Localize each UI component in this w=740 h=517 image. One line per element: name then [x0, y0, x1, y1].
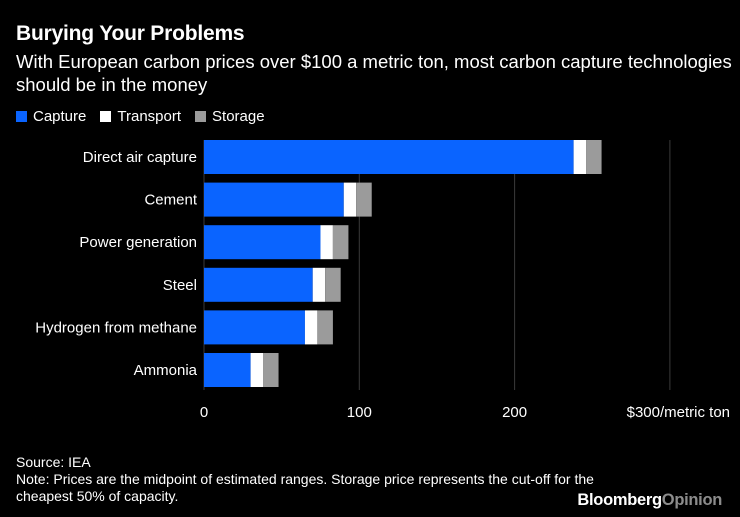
legend-label-capture: Capture: [33, 108, 87, 125]
legend-item-capture: Capture: [16, 108, 86, 125]
brand-bloomberg: Bloomberg: [577, 491, 662, 509]
category-label-direct-air-capture: Direct air capture: [83, 149, 197, 166]
brand-opinion: Opinion: [661, 491, 723, 509]
category-label-hydrogen-from-methane: Hydrogen from methane: [35, 319, 197, 336]
bar-power-generation-transport: [320, 225, 333, 260]
bar-steel-capture: [204, 267, 313, 302]
bar-steel-transport: [312, 267, 326, 302]
tick-label-200: 200: [502, 404, 527, 421]
category-label-ammonia: Ammonia: [134, 362, 198, 379]
legend-label-storage: Storage: [212, 108, 265, 125]
chart-subtitle: With European carbon prices over $100 a …: [16, 51, 732, 95]
tick-label-0: 0: [200, 404, 208, 421]
bar-direct-air-capture-capture: [204, 140, 574, 174]
bar-ammonia-storage: [263, 353, 279, 387]
legend-swatch-transport: [100, 111, 112, 122]
bar-steel-storage: [325, 267, 341, 302]
bloomberg-opinion-logo: BloombergOpinion: [577, 491, 722, 510]
bar-hydrogen-from-methane-storage: [317, 310, 333, 345]
tick-label-100: 100: [347, 404, 372, 421]
source-text: Source: IEA: [16, 454, 91, 470]
bar-cement-transport: [343, 182, 357, 217]
bar-direct-air-capture-storage: [586, 140, 602, 174]
bar-cement-capture: [204, 182, 344, 217]
chart-bars: [204, 140, 602, 387]
bar-cement-storage: [356, 182, 372, 217]
category-label-steel: Steel: [163, 277, 197, 294]
chart-category-labels: Direct air capture Cement Power generation…: [35, 149, 198, 379]
bar-power-generation-storage: [332, 225, 349, 260]
bar-hydrogen-from-methane-capture: [204, 310, 305, 345]
legend-swatch-storage: [195, 111, 207, 122]
bar-power-generation-capture: [204, 225, 321, 260]
bar-direct-air-capture-transport: [573, 140, 587, 174]
category-label-cement: Cement: [144, 192, 197, 209]
chart-gridlines: [203, 140, 671, 390]
tick-label-300: $300/metric ton: [627, 404, 730, 421]
source-note: Source: IEA Note: Prices are the midpoin…: [16, 454, 616, 505]
chart-title: Burying Your Problems: [16, 22, 245, 45]
legend: Capture Transport Storage: [16, 108, 279, 125]
legend-label-transport: Transport: [117, 108, 182, 125]
legend-item-transport: Transport: [100, 108, 181, 125]
chart-tick-labels: 0 100 200 $300/metric ton: [200, 404, 730, 421]
bar-ammonia-capture: [204, 353, 251, 387]
note-text: Note: Prices are the midpoint of estimat…: [16, 471, 594, 504]
bar-ammonia-transport: [250, 353, 264, 387]
category-label-power-generation: Power generation: [79, 234, 197, 251]
legend-item-storage: Storage: [195, 108, 265, 125]
bar-hydrogen-from-methane-transport: [304, 310, 318, 345]
legend-swatch-capture: [16, 111, 27, 122]
